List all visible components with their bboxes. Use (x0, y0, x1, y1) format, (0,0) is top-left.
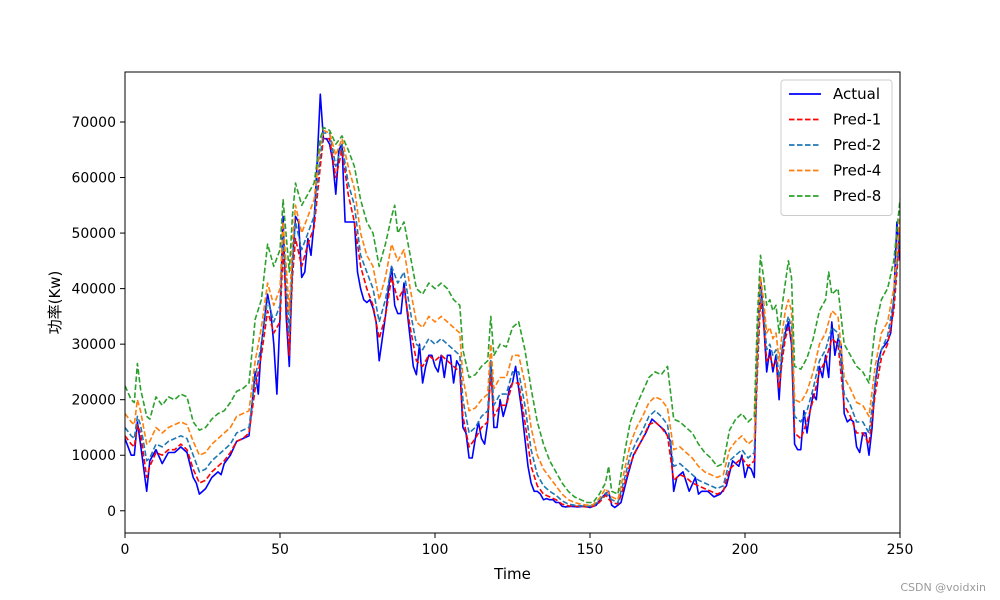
legend-label: Actual (833, 85, 880, 103)
plot-frame (124, 71, 901, 534)
y-axis-label: 功率(Kw) (46, 271, 64, 335)
x-tick-label: 150 (577, 542, 604, 558)
x-tick-label: 50 (271, 542, 289, 558)
x-tick-label: 200 (732, 542, 759, 558)
legend-label: Pred-2 (833, 136, 881, 154)
series-line-pred-1 (125, 137, 900, 508)
x-axis-label: Time (493, 565, 531, 583)
y-tick-label: 10000 (71, 448, 116, 464)
y-tick-label: 30000 (71, 337, 116, 353)
series-line-pred-2 (125, 132, 900, 508)
series-line-pred-4 (125, 129, 900, 507)
plot-lines (125, 93, 900, 509)
legend-label: Pred-4 (833, 162, 881, 180)
watermark: CSDN @voidxin (900, 581, 986, 594)
y-tick-label: 40000 (71, 282, 116, 298)
legend-label: Pred-1 (833, 111, 881, 129)
x-tick-label: 0 (121, 542, 130, 558)
y-axis: 0 10000 20000 30000 40000 50000 60000 70000 (71, 115, 125, 520)
legend-box (780, 79, 893, 216)
y-tick-label: 50000 (71, 226, 116, 242)
y-tick-label: 0 (107, 504, 116, 520)
y-tick-label: 20000 (71, 393, 116, 409)
y-tick-label: 70000 (71, 115, 116, 131)
legend-label: Pred-8 (833, 187, 881, 205)
x-axis: 0 50 100 150 200 250 (121, 533, 914, 558)
x-tick-label: 250 (887, 542, 914, 558)
x-tick-label: 100 (422, 542, 449, 558)
y-tick-label: 60000 (71, 171, 116, 187)
legend: Actual Pred-1 Pred-2 Pred-4 Pred-8 (780, 79, 893, 216)
series-line-pred-8 (125, 126, 900, 504)
